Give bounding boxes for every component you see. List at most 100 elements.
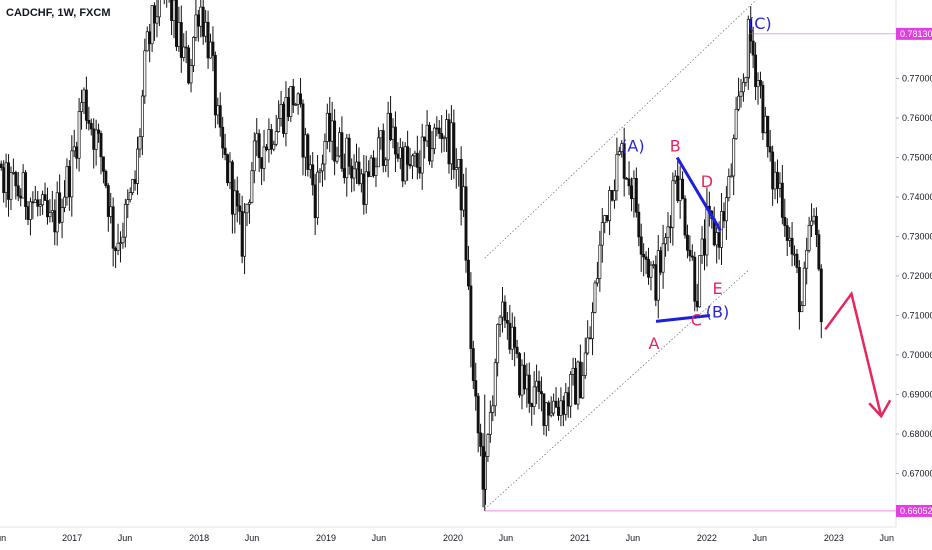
time-tick-label: 2021	[570, 533, 590, 543]
candle-body	[525, 374, 529, 390]
candle-body	[520, 364, 524, 396]
candle-body	[303, 134, 307, 158]
candle-body	[0, 163, 3, 168]
candle-body	[338, 132, 341, 157]
candle-body	[4, 162, 8, 193]
candle-body	[479, 432, 483, 447]
price-tick-label: 0.69000	[902, 390, 932, 400]
candle-body	[469, 285, 473, 349]
candle-body	[605, 215, 609, 222]
candle-body	[335, 155, 339, 162]
candle-body	[257, 133, 261, 159]
candle-body	[676, 175, 680, 201]
candle-body	[622, 143, 626, 179]
candle-body	[274, 131, 278, 145]
candle-body	[11, 172, 15, 174]
candle-body	[7, 162, 10, 200]
candle-body	[262, 146, 266, 169]
candle-body	[627, 178, 631, 187]
triangle-upper-line	[675, 156, 722, 232]
candle-body	[539, 391, 543, 395]
candle-body	[449, 122, 453, 165]
candle-body	[688, 249, 692, 257]
candle-body	[131, 179, 135, 193]
candle-body	[734, 108, 738, 139]
candle-body	[700, 238, 704, 256]
candle-body	[230, 161, 234, 215]
candle-body	[445, 119, 448, 139]
candle-body	[284, 97, 288, 134]
candle-body	[401, 147, 405, 182]
candle-body	[289, 86, 293, 117]
candle-body	[138, 136, 142, 150]
candle-body	[754, 54, 758, 88]
candle-body	[440, 133, 444, 139]
candle-body	[36, 199, 40, 207]
candle-body	[318, 170, 322, 173]
candle-body	[119, 242, 122, 245]
candle-body	[817, 234, 821, 270]
time-tick-label: 2023	[824, 533, 844, 543]
candle-body	[661, 243, 665, 273]
candle-body	[97, 129, 101, 134]
candle-body	[415, 152, 419, 168]
candle-body	[741, 82, 745, 93]
candle-body	[773, 171, 777, 190]
candle-body	[233, 190, 237, 215]
candle-body	[812, 215, 816, 222]
candle-body	[576, 361, 580, 405]
candle-body	[418, 166, 422, 174]
candle-body	[805, 250, 809, 269]
candle-body	[243, 212, 247, 257]
candle-body	[38, 204, 42, 207]
candle-body	[732, 138, 736, 177]
candle-body	[778, 182, 782, 189]
wave-label-d: D	[701, 172, 713, 191]
price-tick-label: 0.70000	[902, 350, 932, 360]
candle-body	[783, 217, 787, 226]
candle-body	[252, 140, 256, 172]
candle-body	[695, 300, 699, 308]
candle-body	[491, 405, 495, 413]
time-tick-label: 2022	[697, 533, 717, 543]
wave-label-a: (A)	[621, 137, 644, 156]
candle-body	[729, 175, 733, 178]
candle-body	[393, 126, 397, 155]
candle-body	[496, 324, 500, 364]
candle-body	[625, 178, 629, 180]
candle-body	[323, 141, 327, 165]
candle-body	[101, 156, 105, 172]
price-tag-label: 0.66052	[900, 506, 932, 516]
candle-body	[600, 222, 604, 246]
candle-body	[245, 203, 249, 214]
candle-body	[530, 402, 534, 407]
candle-body	[320, 163, 324, 172]
candle-body	[557, 406, 560, 416]
candle-body	[109, 206, 113, 217]
candle-body	[790, 237, 794, 255]
candle-body	[46, 200, 49, 218]
candle-body	[644, 256, 648, 260]
price-tick-label: 0.71000	[902, 311, 932, 321]
candle-body	[357, 161, 361, 185]
candle-body	[238, 205, 242, 212]
candle-body	[639, 236, 643, 255]
candle-body	[668, 226, 672, 229]
candle-body	[544, 402, 548, 426]
candle-body	[442, 137, 446, 140]
candle-body	[126, 199, 130, 205]
candle-body	[294, 104, 298, 106]
candle-body	[211, 41, 215, 56]
candle-body	[566, 392, 570, 407]
candle-body	[306, 134, 310, 170]
candle-body	[328, 112, 332, 142]
candle-body	[797, 267, 801, 313]
candle-body	[182, 46, 186, 58]
candle-body	[282, 103, 285, 134]
candle-body	[537, 380, 541, 392]
candle-body	[447, 119, 451, 165]
candles-layer	[0, 0, 823, 511]
candle-body	[153, 5, 156, 24]
